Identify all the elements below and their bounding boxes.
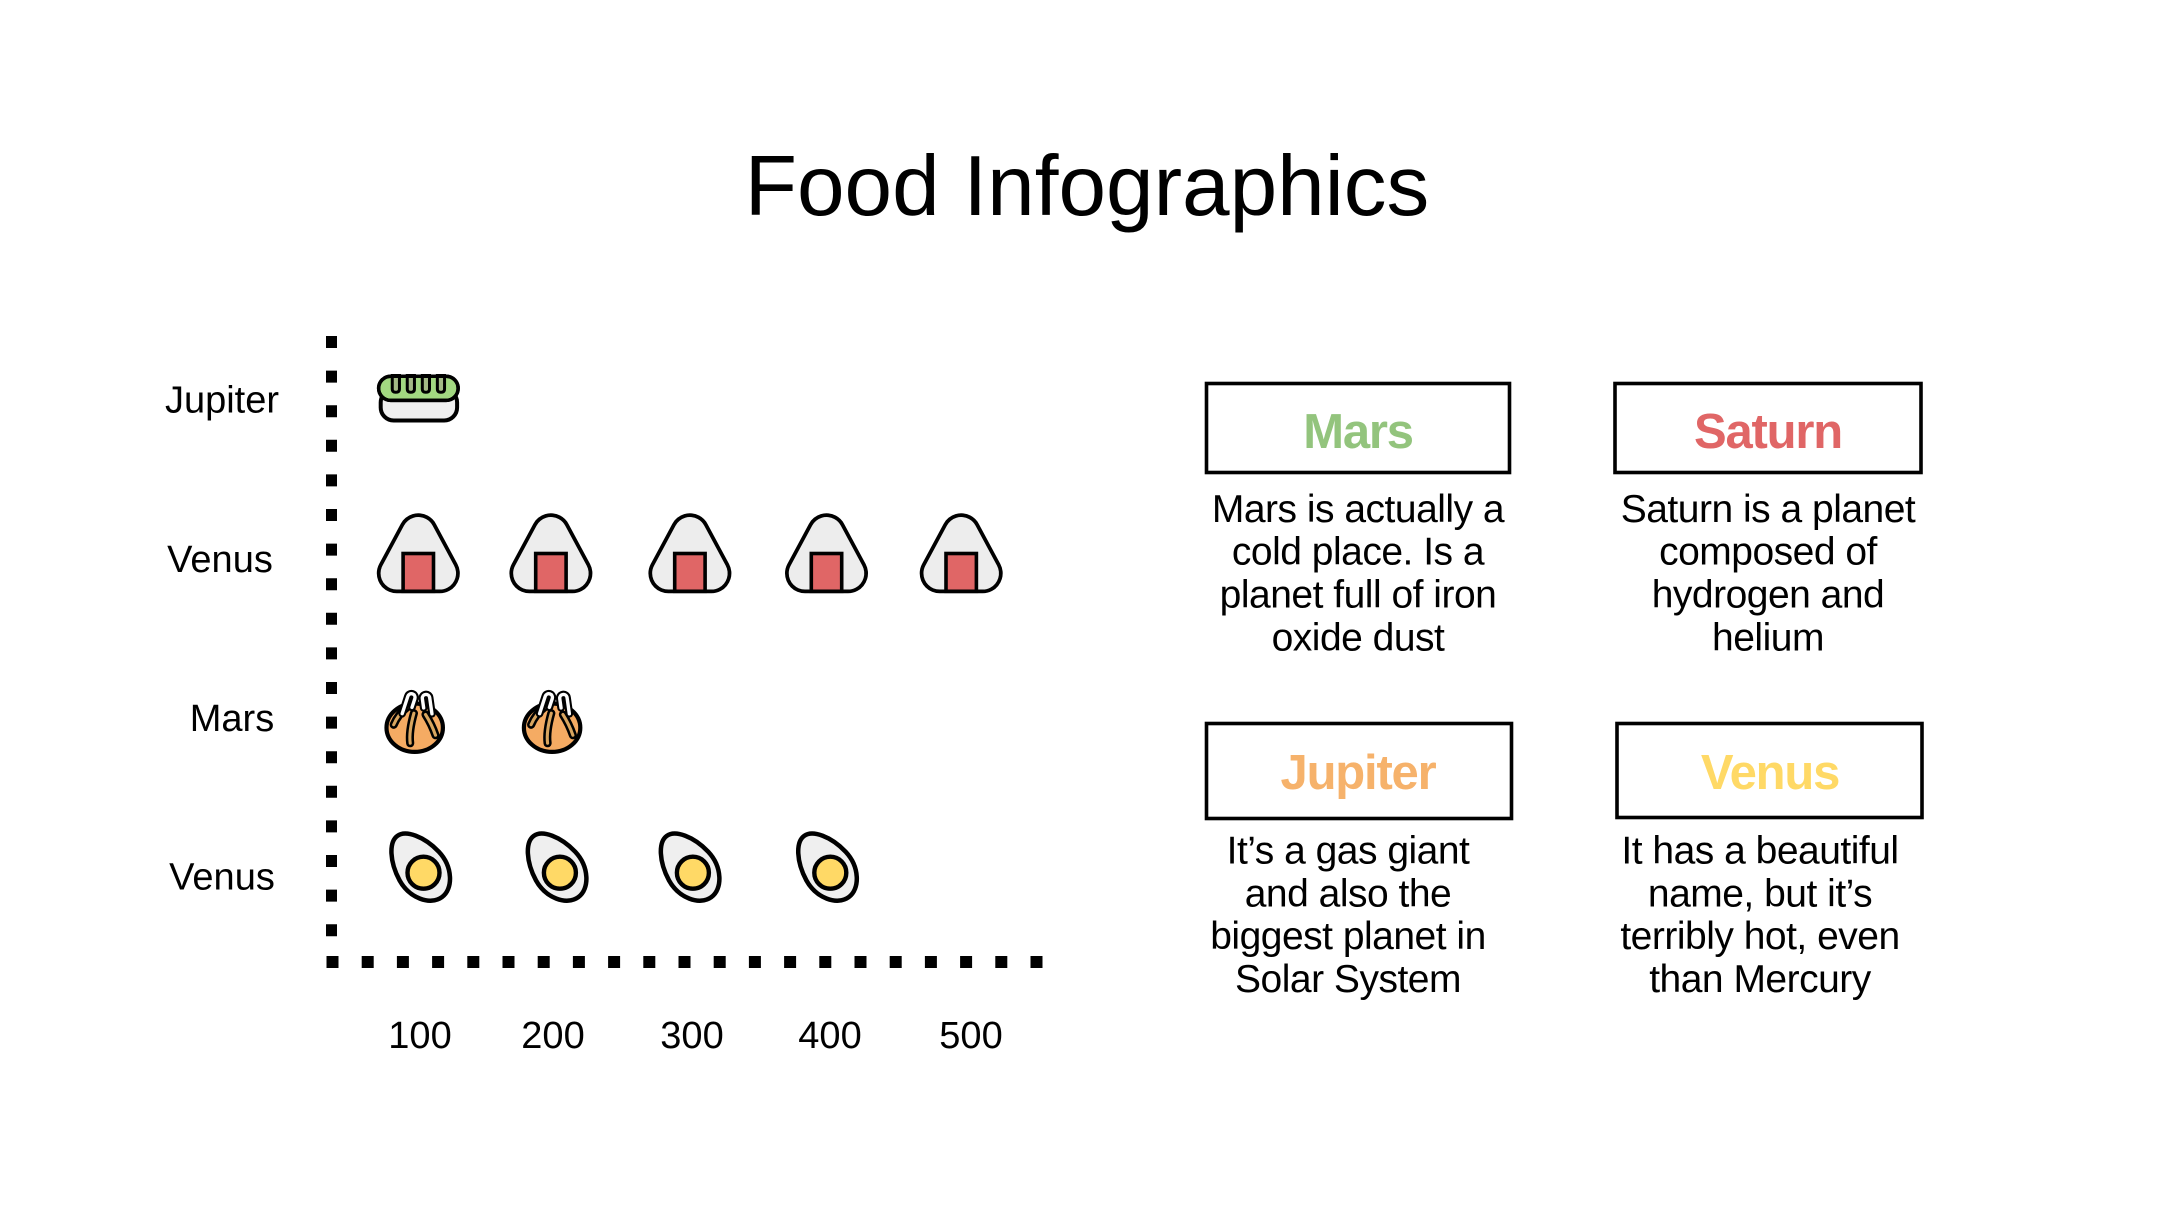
svg-text:Food Infographics: Food Infographics <box>745 139 1429 234</box>
svg-text:Venus: Venus <box>1701 746 1839 800</box>
svg-text:Solar System: Solar System <box>1235 958 1461 1001</box>
svg-text:100: 100 <box>388 1015 451 1057</box>
svg-text:oxide dust: oxide dust <box>1272 617 1445 660</box>
svg-text:400: 400 <box>798 1015 861 1057</box>
svg-text:200: 200 <box>521 1015 584 1057</box>
svg-text:name, but it’s: name, but it’s <box>1648 872 1872 915</box>
svg-text:Venus: Venus <box>169 856 275 898</box>
svg-text:terribly hot, even: terribly hot, even <box>1620 915 1899 958</box>
svg-text:500: 500 <box>939 1015 1002 1057</box>
svg-text:Saturn is a planet: Saturn is a planet <box>1621 488 1916 531</box>
svg-text:Mars: Mars <box>190 698 274 740</box>
svg-text:Mars is actually a: Mars is actually a <box>1212 488 1505 531</box>
svg-text:planet full of iron: planet full of iron <box>1220 574 1497 617</box>
svg-text:Saturn: Saturn <box>1694 405 1842 459</box>
svg-text:Jupiter: Jupiter <box>165 380 279 422</box>
svg-text:and also the: and also the <box>1245 872 1452 915</box>
svg-text:300: 300 <box>660 1015 723 1057</box>
svg-text:Mars: Mars <box>1303 405 1413 459</box>
svg-text:It’s a gas giant: It’s a gas giant <box>1227 829 1470 872</box>
svg-text:composed of: composed of <box>1659 531 1877 574</box>
svg-text:Venus: Venus <box>167 539 273 581</box>
svg-text:cold place. Is a: cold place. Is a <box>1232 531 1485 574</box>
svg-text:hydrogen and: hydrogen and <box>1652 574 1885 617</box>
svg-text:biggest planet in: biggest planet in <box>1210 915 1486 958</box>
svg-text:than Mercury: than Mercury <box>1649 958 1872 1001</box>
svg-text:It has a beautiful: It has a beautiful <box>1621 829 1898 872</box>
svg-text:helium: helium <box>1712 617 1824 660</box>
svg-text:Jupiter: Jupiter <box>1281 746 1437 800</box>
